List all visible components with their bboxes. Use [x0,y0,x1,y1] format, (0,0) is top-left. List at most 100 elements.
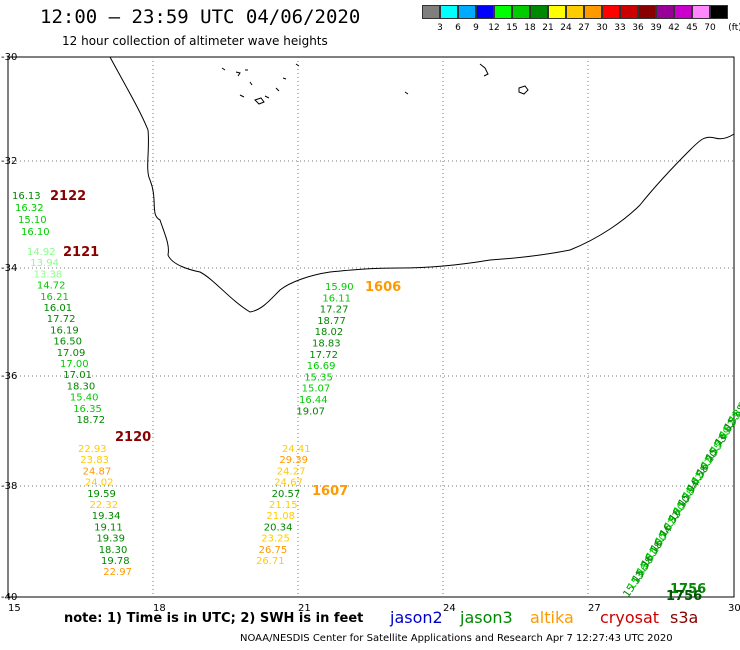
wave-height-value: 24.67 [274,478,303,489]
wave-height-value: 15.10 [18,215,47,226]
coastline [109,56,735,313]
pass-time-label: 1756 [670,582,706,597]
scale-swatch [494,5,512,19]
wave-height-value: 14.92 [27,247,56,258]
scale-swatch [710,5,728,19]
pass-time-label: 1756 [666,589,702,604]
axis-labels: 15 18 21 24 27 30 -30 -32 -34 -36 -38 -40 [1,52,740,614]
wave-height-value: 23.83 [80,455,109,466]
y-tick-label: -34 [1,263,17,274]
wave-height-value: 19.07 [296,406,325,417]
wave-height-value: 15.07 [302,384,331,395]
wave-height-value: 19.59 [87,489,116,500]
track-1607: 24.4129.3924.2724.6720.5721.1521.0820.34… [256,444,348,567]
wave-height-value: 19.34 [92,511,121,522]
wave-height-value: 18.30 [99,545,128,556]
pass-time-label: 1607 [312,484,348,499]
wave-height-value: 16.19 [50,325,79,336]
scale-swatch [656,5,674,19]
y-tick-label: -38 [1,481,17,492]
scale-label: 27 [578,23,590,33]
wave-height-value: 16.35 [73,404,102,415]
wave-height-value: 15.35 [304,372,333,383]
wave-height-value: 29.39 [279,455,308,466]
map-subtitle: 12 hour collection of altimeter wave hei… [62,34,328,48]
satellite-legend-altika: altika [530,608,574,627]
map-frame [7,56,735,598]
x-tick-label: 27 [588,603,601,614]
wave-height-value: 21.15 [269,500,298,511]
scale-label: 21 [542,23,554,33]
wave-height-value: 19.78 [101,556,130,567]
x-tick-label: 24 [443,603,456,614]
wave-height-value: 18.77 [317,316,346,327]
islands [221,63,529,105]
scale-label: 6 [455,23,461,33]
track-1756: 15.1315.1615.3815.8116.1815.5016.7415.67… [621,395,740,604]
scale-label: 30 [596,23,608,33]
track-2121: 14.9213.9413.3814.7216.2116.0117.7216.19… [27,245,105,426]
wave-height-value: 13.94 [30,258,59,269]
scale-label: 9 [473,23,479,33]
scale-unit: (ft) [728,23,740,33]
wave-height-value: 16.69 [307,361,336,372]
pass-time-label: 1606 [365,280,401,295]
wave-height-value: 20.34 [264,522,293,533]
wave-height-value: 16.50 [53,337,82,348]
wave-height-value: 13.38 [34,269,63,280]
scale-label: 45 [686,23,698,33]
pass-time-label: 2121 [63,245,99,260]
satellite-legend-cryosat: cryosat [600,608,660,627]
wave-height-value: 15.90 [325,282,354,293]
wave-height-value: 17.72 [47,314,76,325]
wave-height-value: 22.93 [78,444,107,455]
scale-swatch [620,5,638,19]
scale-label: 33 [614,23,626,33]
y-tick-label: -32 [1,156,17,167]
wave-height-value: 21.08 [266,511,295,522]
scale-swatch [584,5,602,19]
scale-swatch [476,5,494,19]
wave-height-value: 16.10 [21,227,50,238]
wave-height-value: 24.27 [277,466,306,477]
wave-height-value: 16.11 [322,293,351,304]
x-tick-label: 15 [8,603,21,614]
wave-height-value: 24.87 [83,466,112,477]
wave-height-value: 23.25 [261,534,290,545]
satellite-legend-s3a: s3a [670,608,699,627]
wave-height-value: 16.32 [15,203,44,214]
track-1606: 15.9016.1117.2718.7718.0218.8317.7216.69… [296,280,401,417]
satellite-tracks: 16.1316.3215.1016.10212214.9213.9413.381… [12,189,740,604]
wave-height-value: 26.75 [259,545,288,556]
wave-height-value: 14.72 [37,281,66,292]
wave-height-value: 20.57 [272,489,301,500]
satellite-legend-jason3: jason3 [460,608,513,627]
scale-label: 3 [437,23,443,33]
scale-swatch [566,5,584,19]
scale-swatch [638,5,656,19]
scale-swatch [512,5,530,19]
scale-swatch [692,5,710,19]
wave-height-value: 24.41 [282,444,311,455]
scale-swatch [602,5,620,19]
wave-height-value: 17.72 [309,350,338,361]
satellite-legend-jason2: jason2 [390,608,443,627]
x-tick-label: 30 [728,603,740,614]
x-tick-label: 21 [298,603,311,614]
footer-note: note: 1) Time is in UTC; 2) SWH is in fe… [64,611,364,626]
wave-height-value: 16.44 [299,395,328,406]
wave-height-value: 18.30 [67,381,96,392]
wave-height-value: 18.72 [77,415,106,426]
y-tick-label: -30 [1,52,17,63]
scale-swatch [674,5,692,19]
wave-height-value: 15.40 [70,393,99,404]
grid-lines [8,57,734,597]
x-tick-label: 18 [153,603,166,614]
scale-swatch [548,5,566,19]
credit-line: NOAA/NESDIS Center for Satellite Applica… [240,633,673,644]
wave-height-value: 17.01 [63,370,92,381]
scale-label: 12 [488,23,500,33]
wave-height-value: 17.00 [60,359,89,370]
